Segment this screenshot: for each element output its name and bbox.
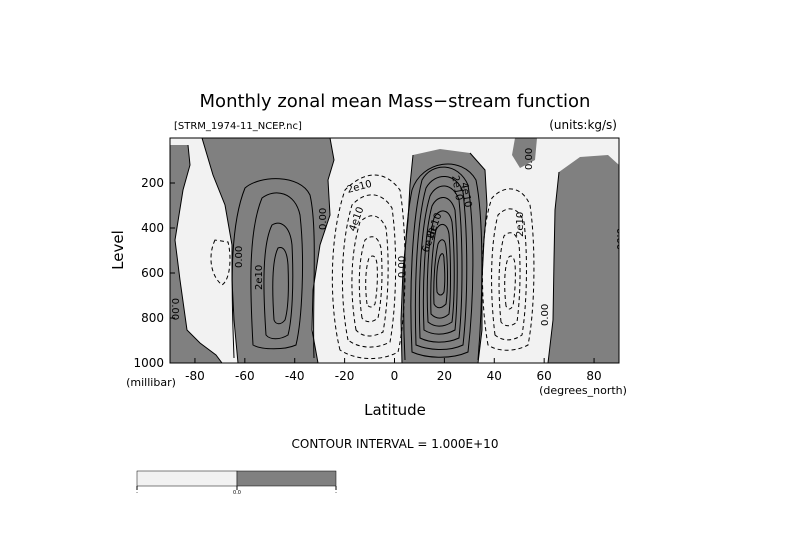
y-axis: 200 400 600 800 1000 (133, 176, 175, 370)
colorbar-label: - (136, 490, 138, 496)
y-units-label: (millibar) (126, 376, 176, 389)
x-tick-label: -20 (335, 369, 355, 383)
chart-title: Monthly zonal mean Mass−stream function (200, 91, 591, 112)
x-tick-label: 80 (586, 369, 601, 383)
positive-region-south-pole (170, 145, 222, 363)
colorbar-negative-swatch (136, 470, 238, 487)
x-tick-label: -60 (235, 369, 255, 383)
contour-label: 0.00 (397, 256, 408, 278)
colorbar-label: - (335, 490, 337, 496)
y-tick-label: 400 (141, 221, 164, 235)
contour-label: 0.00 (524, 148, 535, 170)
colorbar: - 0.0 - (136, 470, 337, 496)
x-tick-label: 20 (437, 369, 452, 383)
x-tick-label: -80 (185, 369, 205, 383)
file-label: [STRM_1974-11_NCEP.nc] (174, 121, 302, 132)
zero-contours (174, 138, 560, 363)
plot-area: 0.00 0.00 2e10 0.00 2e10 4e10 0.00 6e10 … (169, 138, 625, 363)
x-tick-label: 40 (487, 369, 502, 383)
x-units-label: (degrees_north) (539, 384, 627, 397)
x-axis-title: Latitude (364, 401, 426, 419)
contour-label: 0.00 (318, 208, 329, 230)
y-tick-label: 800 (141, 311, 164, 325)
contour-label: 2e10 (449, 175, 464, 202)
x-tick-label: 0 (391, 369, 399, 383)
contour-label: 0.00 (614, 228, 625, 250)
units-label: (units:kg/s) (549, 118, 617, 132)
positive-region-northern-pole (512, 138, 619, 363)
contour-label: 4e10 (458, 182, 473, 209)
x-tick-label: -40 (285, 369, 305, 383)
colorbar-label: 0.0 (233, 490, 241, 496)
y-tick-label: 600 (141, 266, 164, 280)
y-axis-title: Level (109, 230, 127, 270)
x-tick-label: 60 (537, 369, 552, 383)
y-tick-label: 200 (141, 176, 164, 190)
contour-label: 2e10 (515, 212, 526, 237)
x-axis: -80 -60 -40 -20 0 20 40 60 80 (185, 358, 602, 383)
hadley-cell-contours (403, 163, 483, 361)
y-tick-label: 1000 (133, 356, 164, 370)
contour-label: 0.00 (169, 298, 180, 320)
colorbar-positive-swatch (236, 470, 337, 487)
contour-interval-label: CONTOUR INTERVAL = 1.000E+10 (292, 437, 499, 451)
contour-label: 0.00 (234, 246, 245, 268)
contour-label: 2e10 (254, 265, 265, 290)
contour-label: 0.00 (540, 304, 551, 326)
